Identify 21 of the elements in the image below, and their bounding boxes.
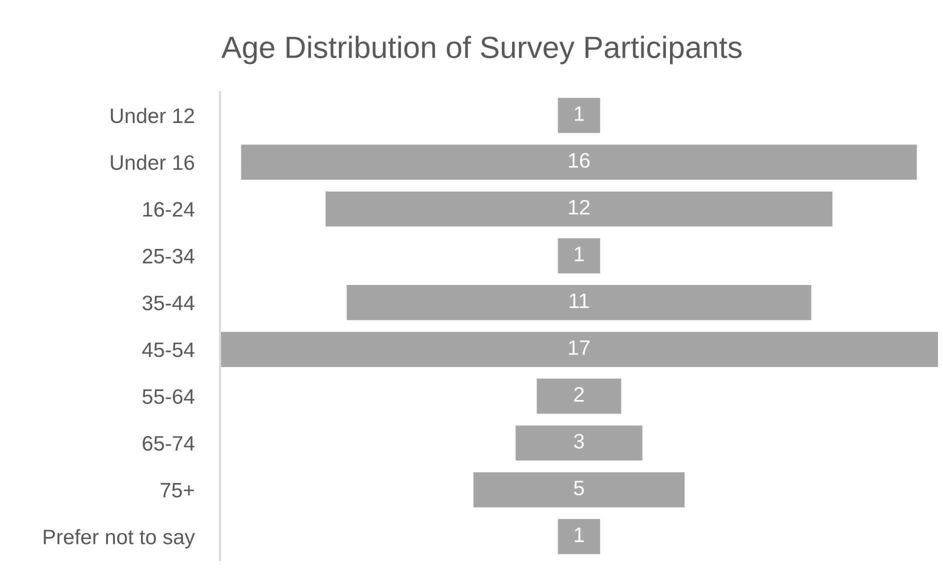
category-label: 55-64 xyxy=(142,389,194,404)
category-label: 75+ xyxy=(160,483,194,498)
category-label: 45-54 xyxy=(142,342,194,358)
data-label: 1 xyxy=(574,528,584,542)
data-label: 5 xyxy=(574,480,584,496)
data-label: 3 xyxy=(574,434,584,449)
category-label: 25-34 xyxy=(142,248,194,264)
text: Age Distribution of Survey Participants xyxy=(221,36,742,64)
data-label: 12 xyxy=(569,200,590,214)
category-label: 16-24 xyxy=(143,202,194,217)
data-label: 16 xyxy=(569,153,590,168)
category-label: 35-44 xyxy=(142,296,194,310)
data-label: 1 xyxy=(574,106,584,121)
data-label: 1 xyxy=(574,246,584,262)
category-label: 65-74 xyxy=(142,436,194,451)
category-label: Under 12 xyxy=(110,108,194,124)
data-label: 17 xyxy=(569,340,590,355)
category-label: Prefer not to say xyxy=(44,529,195,548)
category-label: Under 16 xyxy=(110,154,194,170)
data-label: 11 xyxy=(570,294,589,308)
data-label: 2 xyxy=(574,387,584,402)
